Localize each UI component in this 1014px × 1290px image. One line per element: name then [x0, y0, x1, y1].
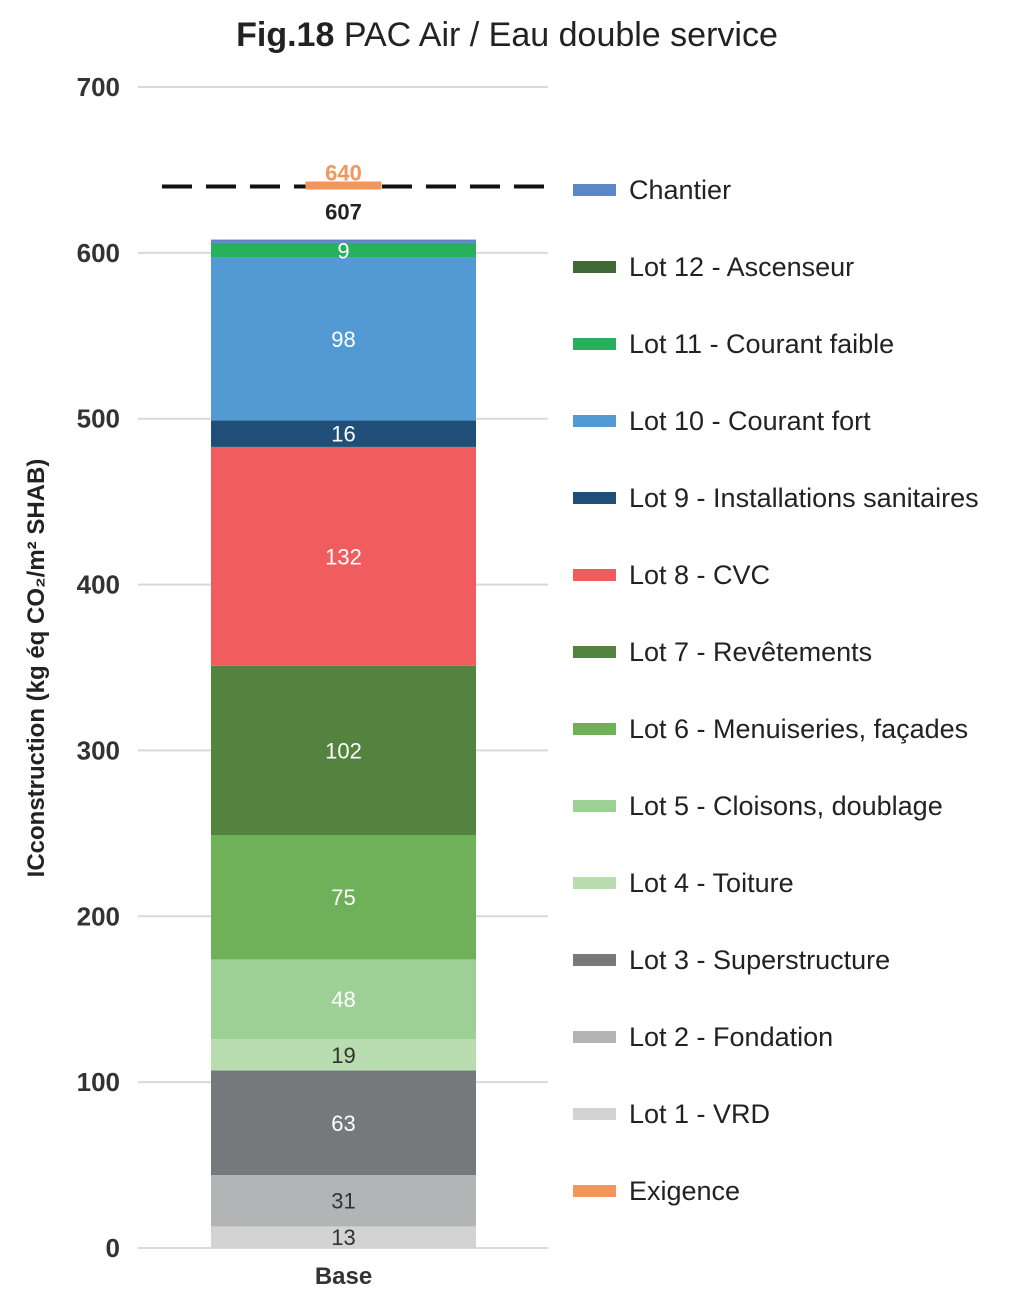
legend-label: Lot 9 - Installations sanitaires	[629, 483, 979, 513]
bar-segment	[211, 665, 476, 836]
legend-swatch	[573, 184, 616, 196]
bar-segment	[211, 835, 476, 960]
legend-swatch	[573, 415, 616, 427]
legend-label: Lot 5 - Cloisons, doublage	[629, 791, 943, 821]
figure-title: PAC Air / Eau double service	[343, 16, 778, 54]
requirement-marker	[305, 181, 382, 190]
data-label: 9	[337, 238, 349, 263]
legend-swatch	[573, 800, 616, 812]
legend-label: Lot 6 - Menuiseries, façades	[629, 714, 968, 744]
data-label: 102	[325, 738, 362, 763]
legend-label: Exigence	[629, 1176, 740, 1206]
y-tick-label: 500	[77, 404, 120, 434]
bar-segment	[211, 1039, 476, 1071]
legend-label: Lot 11 - Courant faible	[629, 329, 894, 359]
bar-segment	[211, 242, 476, 258]
data-label: 98	[331, 327, 355, 352]
y-tick-label: 100	[77, 1067, 120, 1097]
bar-segment	[211, 420, 476, 447]
legend-swatch	[573, 261, 616, 273]
bar-segment	[211, 1070, 476, 1176]
bar-segment	[211, 1175, 476, 1227]
legend-swatch	[573, 723, 616, 735]
data-label: 132	[325, 544, 362, 569]
y-tick-label: 600	[77, 238, 120, 268]
legend-swatch	[573, 954, 616, 966]
data-label: 75	[331, 885, 355, 910]
legend-label: Lot 8 - CVC	[629, 560, 770, 590]
chart-title: Fig.18 PAC Air / Eau double service	[0, 16, 1014, 55]
figure-number: Fig.18	[236, 16, 335, 54]
bar-segment	[211, 1226, 476, 1248]
legend-swatch	[573, 877, 616, 889]
data-label: 63	[331, 1111, 355, 1136]
legend-label: Lot 2 - Fondation	[629, 1022, 833, 1052]
data-label: 16	[331, 422, 355, 447]
bar-segment	[211, 257, 476, 421]
data-label: 31	[331, 1189, 355, 1214]
legend-label: Lot 12 - Ascenseur	[629, 252, 854, 282]
legend-swatch	[573, 492, 616, 504]
legend-swatch	[573, 1108, 616, 1120]
legend-label: Lot 3 - Superstructure	[629, 945, 890, 975]
bar-segment	[211, 959, 476, 1040]
total-label: 607	[325, 200, 362, 225]
legend-swatch	[573, 338, 616, 350]
legend-swatch	[573, 1031, 616, 1043]
y-tick-label: 700	[77, 72, 120, 102]
y-tick-label: 0	[106, 1233, 120, 1263]
data-label: 48	[331, 987, 355, 1012]
bar-segment	[211, 446, 476, 666]
legend-label: Lot 7 - Revêtements	[629, 637, 872, 667]
y-tick-label: 200	[77, 901, 120, 931]
y-tick-label: 400	[77, 570, 120, 600]
legend-label: Chantier	[629, 175, 731, 205]
legend-label: Lot 1 - VRD	[629, 1099, 770, 1129]
y-tick-label: 300	[77, 735, 120, 765]
legend-swatch	[573, 1185, 616, 1197]
legend-swatch	[573, 569, 616, 581]
legend-swatch	[573, 646, 616, 658]
x-tick-label: Base	[315, 1263, 372, 1290]
requirement-label: 640	[325, 161, 362, 186]
legend-label: Lot 10 - Courant fort	[629, 406, 871, 436]
data-label: 13	[331, 1225, 355, 1250]
legend-label: Lot 4 - Toiture	[629, 868, 794, 898]
data-label: 19	[331, 1043, 355, 1068]
bar-segment	[211, 239, 476, 243]
y-axis-title: ICconstruction (kg éq CO₂/m² SHAB)	[23, 459, 50, 878]
